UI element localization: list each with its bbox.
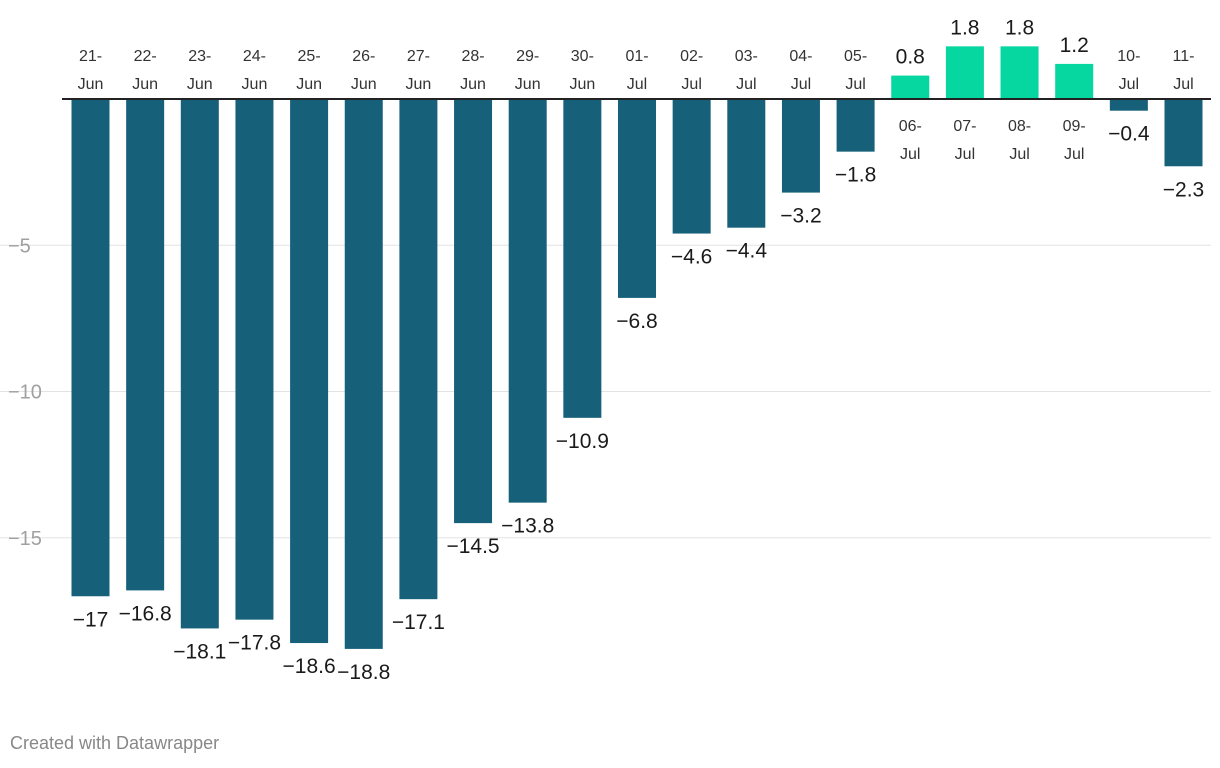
value-label: −18.6: [283, 655, 336, 678]
bar[interactable]: [836, 99, 875, 152]
value-label: −4.4: [726, 240, 768, 263]
value-label: −13.8: [501, 515, 554, 538]
bars: [71, 46, 1203, 649]
category-label: 21-Jun: [78, 48, 104, 93]
category-label: 27-Jun: [406, 48, 432, 93]
category-label: 04-Jul: [789, 48, 812, 93]
value-label: −18.8: [337, 661, 390, 684]
footer-credit[interactable]: Created with Datawrapper: [10, 733, 220, 753]
value-label: −16.8: [119, 602, 172, 625]
value-label: −14.5: [446, 535, 499, 558]
category-label: 30-Jun: [569, 48, 595, 93]
bar[interactable]: [235, 99, 274, 620]
value-label: −18.1: [173, 640, 226, 663]
bar[interactable]: [672, 99, 711, 234]
value-label: −10.9: [556, 430, 609, 453]
category-label: 23-Jun: [187, 48, 213, 93]
bar[interactable]: [399, 99, 438, 600]
bar[interactable]: [344, 99, 383, 649]
bar[interactable]: [1164, 99, 1203, 167]
value-label: 1.8: [1005, 16, 1034, 39]
bar[interactable]: [891, 75, 930, 99]
value-label: 0.8: [896, 46, 925, 69]
y-tick-label: −10: [8, 382, 42, 404]
category-label: 09-Jul: [1063, 118, 1086, 163]
value-label: 1.8: [950, 16, 979, 39]
bar[interactable]: [454, 99, 493, 524]
category-label: 02-Jul: [680, 48, 703, 93]
category-label: 10-Jul: [1117, 48, 1140, 93]
value-label: 1.2: [1060, 34, 1089, 57]
category-label: 03-Jul: [735, 48, 758, 93]
value-label: −4.6: [671, 246, 712, 269]
category-label: 25-Jun: [296, 48, 322, 93]
bar[interactable]: [727, 99, 766, 228]
bar[interactable]: [126, 99, 165, 591]
bar[interactable]: [618, 99, 656, 298]
category-label: 22-Jun: [132, 48, 158, 93]
bar[interactable]: [945, 46, 984, 99]
category-label: 05-Jul: [844, 48, 867, 93]
category-label: 01-Jul: [625, 48, 648, 93]
bar[interactable]: [180, 99, 219, 629]
value-label: −17.8: [228, 632, 281, 655]
y-tick-label: −15: [8, 528, 42, 550]
value-label: −17: [73, 608, 109, 631]
labels: −5 −10 −15 21-Jun −17 22-Jun −16.8 23-Jun −18.1 2…: [8, 16, 1211, 684]
category-label: 08-Jul: [1008, 118, 1031, 163]
category-label: 06-Jul: [899, 118, 922, 163]
category-label: 11-Jul: [1173, 48, 1195, 93]
value-label: −1.8: [835, 164, 876, 187]
category-label: 29-Jun: [515, 48, 541, 93]
value-label: −17.1: [392, 611, 445, 634]
value-label: −3.2: [780, 205, 821, 228]
value-label: −6.8: [616, 310, 657, 333]
bar[interactable]: [1055, 63, 1094, 99]
bar[interactable]: [1109, 99, 1148, 111]
bar[interactable]: [508, 99, 547, 503]
value-label: −2.3: [1163, 178, 1204, 201]
y-tick-label: −5: [8, 235, 31, 257]
bar[interactable]: [1000, 46, 1039, 99]
category-label: 26-Jun: [351, 48, 377, 93]
bar[interactable]: [563, 99, 602, 418]
bar[interactable]: [71, 99, 110, 597]
category-label: 24-Jun: [242, 48, 268, 93]
category-label: 28-Jun: [460, 48, 486, 93]
value-label: −0.4: [1108, 123, 1150, 146]
bar[interactable]: [781, 99, 820, 193]
category-label: 07-Jul: [953, 118, 976, 163]
bar[interactable]: [290, 99, 329, 644]
